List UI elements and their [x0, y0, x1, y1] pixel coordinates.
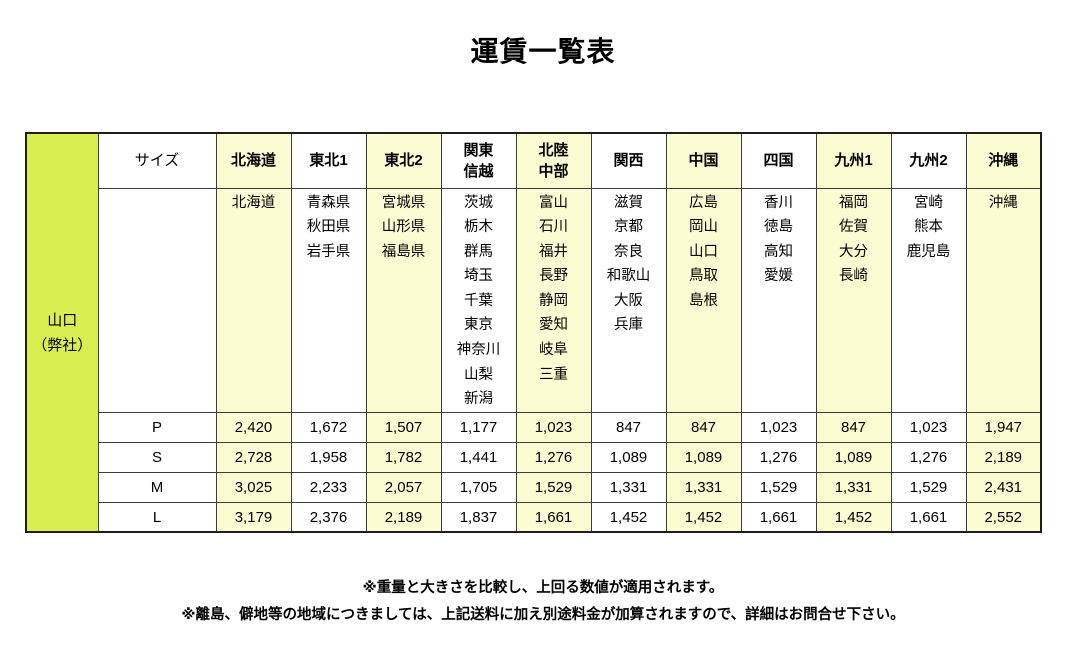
prefecture-row: 北海道 青森県 秋田県 岩手県 宮城県 山形県 福島県 茨城 栃木 群馬 埼玉 千葉 … — [26, 187, 1042, 413]
prefecture-list-6: 滋賀 京都 奈良 和歌山 大阪 兵庫 — [590, 187, 667, 413]
fare-cell: 1,705 — [440, 471, 517, 503]
fare-cell: 847 — [815, 411, 892, 443]
fare-cell: 1,672 — [290, 411, 367, 443]
page-title: 運賃一覧表 — [470, 36, 616, 67]
fare-cell: 2,552 — [965, 501, 1042, 533]
fare-cell: 1,837 — [440, 501, 517, 533]
fare-cell: 2,189 — [965, 441, 1042, 473]
fare-cell: 1,089 — [815, 441, 892, 473]
footnotes: ※重量と大きさを比較し、上回る数値が適用されます。 ※離島、僻地等の地域につきま… — [0, 575, 1086, 629]
region-header-2: 東北1 — [290, 132, 367, 189]
fare-table: 山口 （弊社） サイズ 北海道 東北1 東北2 関東 信越 北陸 中部 関西 中国 四国 九州1 九州… — [25, 132, 1042, 534]
fare-cell: 1,958 — [290, 441, 367, 473]
note-weight-comparison: ※重量と大きさを比較し、上回る数値が適用されます。 — [362, 580, 724, 597]
fare-cell: 3,179 — [215, 501, 292, 533]
fare-cell: 2,728 — [215, 441, 292, 473]
region-header-11: 沖縄 — [965, 132, 1042, 189]
fare-cell: 1,177 — [440, 411, 517, 443]
fare-cell: 2,233 — [290, 471, 367, 503]
prefecture-list-8: 香川 徳島 高知 愛媛 — [740, 187, 817, 413]
fare-cell: 1,089 — [590, 441, 667, 473]
fare-cell: 1,276 — [515, 441, 592, 473]
region-header-7: 中国 — [665, 132, 742, 189]
fare-cell: 1,452 — [590, 501, 667, 533]
fare-cell: 2,057 — [365, 471, 442, 503]
fare-cell: 1,331 — [815, 471, 892, 503]
region-header-10: 九州2 — [890, 132, 967, 189]
region-header-3: 東北2 — [365, 132, 442, 189]
fare-cell: 1,661 — [740, 501, 817, 533]
prefecture-list-2: 青森県 秋田県 岩手県 — [290, 187, 367, 413]
fare-row-M: M 3,025 2,233 2,057 1,705 1,529 1,331 1,331 1,52… — [26, 471, 1042, 503]
region-header-4: 関東 信越 — [440, 132, 517, 189]
size-label: L — [97, 501, 217, 533]
fare-cell: 1,452 — [815, 501, 892, 533]
region-header-5: 北陸 中部 — [515, 132, 592, 189]
fare-cell: 1,276 — [740, 441, 817, 473]
fare-cell: 2,189 — [365, 501, 442, 533]
fare-cell: 847 — [665, 411, 742, 443]
fare-cell: 1,661 — [515, 501, 592, 533]
fare-cell: 1,529 — [740, 471, 817, 503]
fare-row-S: S 2,728 1,958 1,782 1,441 1,276 1,089 1,089 1,27… — [26, 441, 1042, 473]
prefecture-list-9: 福岡 佐賀 大分 長崎 — [815, 187, 892, 413]
size-column-header: サイズ — [97, 132, 217, 189]
fare-cell: 1,441 — [440, 441, 517, 473]
header-row: 山口 （弊社） サイズ 北海道 東北1 東北2 関東 信越 北陸 中部 関西 中国 四国 九州1 九州… — [25, 132, 1042, 533]
prefecture-list-7: 広島 岡山 山口 鳥取 島根 — [665, 187, 742, 413]
prefecture-list-3: 宮城県 山形県 福島県 — [365, 187, 442, 413]
fare-cell: 1,276 — [890, 441, 967, 473]
prefecture-list-4: 茨城 栃木 群馬 埼玉 千葉 東京 神奈川 山梨 新潟 — [440, 187, 517, 413]
fare-cell: 1,947 — [965, 411, 1042, 443]
fare-cell: 1,089 — [665, 441, 742, 473]
fare-cell: 1,331 — [590, 471, 667, 503]
fare-cell: 1,023 — [740, 411, 817, 443]
size-label: P — [97, 411, 217, 443]
fare-cell: 2,376 — [290, 501, 367, 533]
fare-cell: 2,431 — [965, 471, 1042, 503]
region-header-8: 四国 — [740, 132, 817, 189]
note-remote-areas: ※離島、僻地等の地域につきましては、上記送料に加え別途料金が加算されますので、詳… — [181, 607, 905, 624]
region-header-6: 関西 — [590, 132, 667, 189]
region-header-1: 北海道 — [215, 132, 292, 189]
fare-cell: 1,782 — [365, 441, 442, 473]
fare-cell: 1,331 — [665, 471, 742, 503]
prefecture-list-5: 富山 石川 福井 長野 静岡 愛知 岐阜 三重 — [515, 187, 592, 413]
fare-cell: 1,452 — [665, 501, 742, 533]
fare-row-L: L 3,179 2,376 2,189 1,837 1,661 1,452 1,452 1,66… — [26, 501, 1042, 533]
size-column-blank — [97, 187, 217, 413]
fare-cell: 1,529 — [890, 471, 967, 503]
fare-cell: 1,507 — [365, 411, 442, 443]
fare-cell: 847 — [590, 411, 667, 443]
size-label: S — [97, 441, 217, 473]
fare-row-P: P 2,420 1,672 1,507 1,177 1,023 847 847 1,023 847… — [26, 411, 1042, 443]
prefecture-list-1: 北海道 — [215, 187, 292, 413]
fare-cell: 1,023 — [515, 411, 592, 443]
prefecture-list-10: 宮崎 熊本 鹿児島 — [890, 187, 967, 413]
size-label: M — [97, 471, 217, 503]
fare-cell: 3,025 — [215, 471, 292, 503]
prefecture-list-11: 沖縄 — [965, 187, 1042, 413]
region-header-9: 九州1 — [815, 132, 892, 189]
origin-label: 山口 （弊社） — [25, 132, 99, 533]
fare-cell: 1,529 — [515, 471, 592, 503]
fare-cell: 1,023 — [890, 411, 967, 443]
fare-cell: 1,661 — [890, 501, 967, 533]
fare-cell: 2,420 — [215, 411, 292, 443]
